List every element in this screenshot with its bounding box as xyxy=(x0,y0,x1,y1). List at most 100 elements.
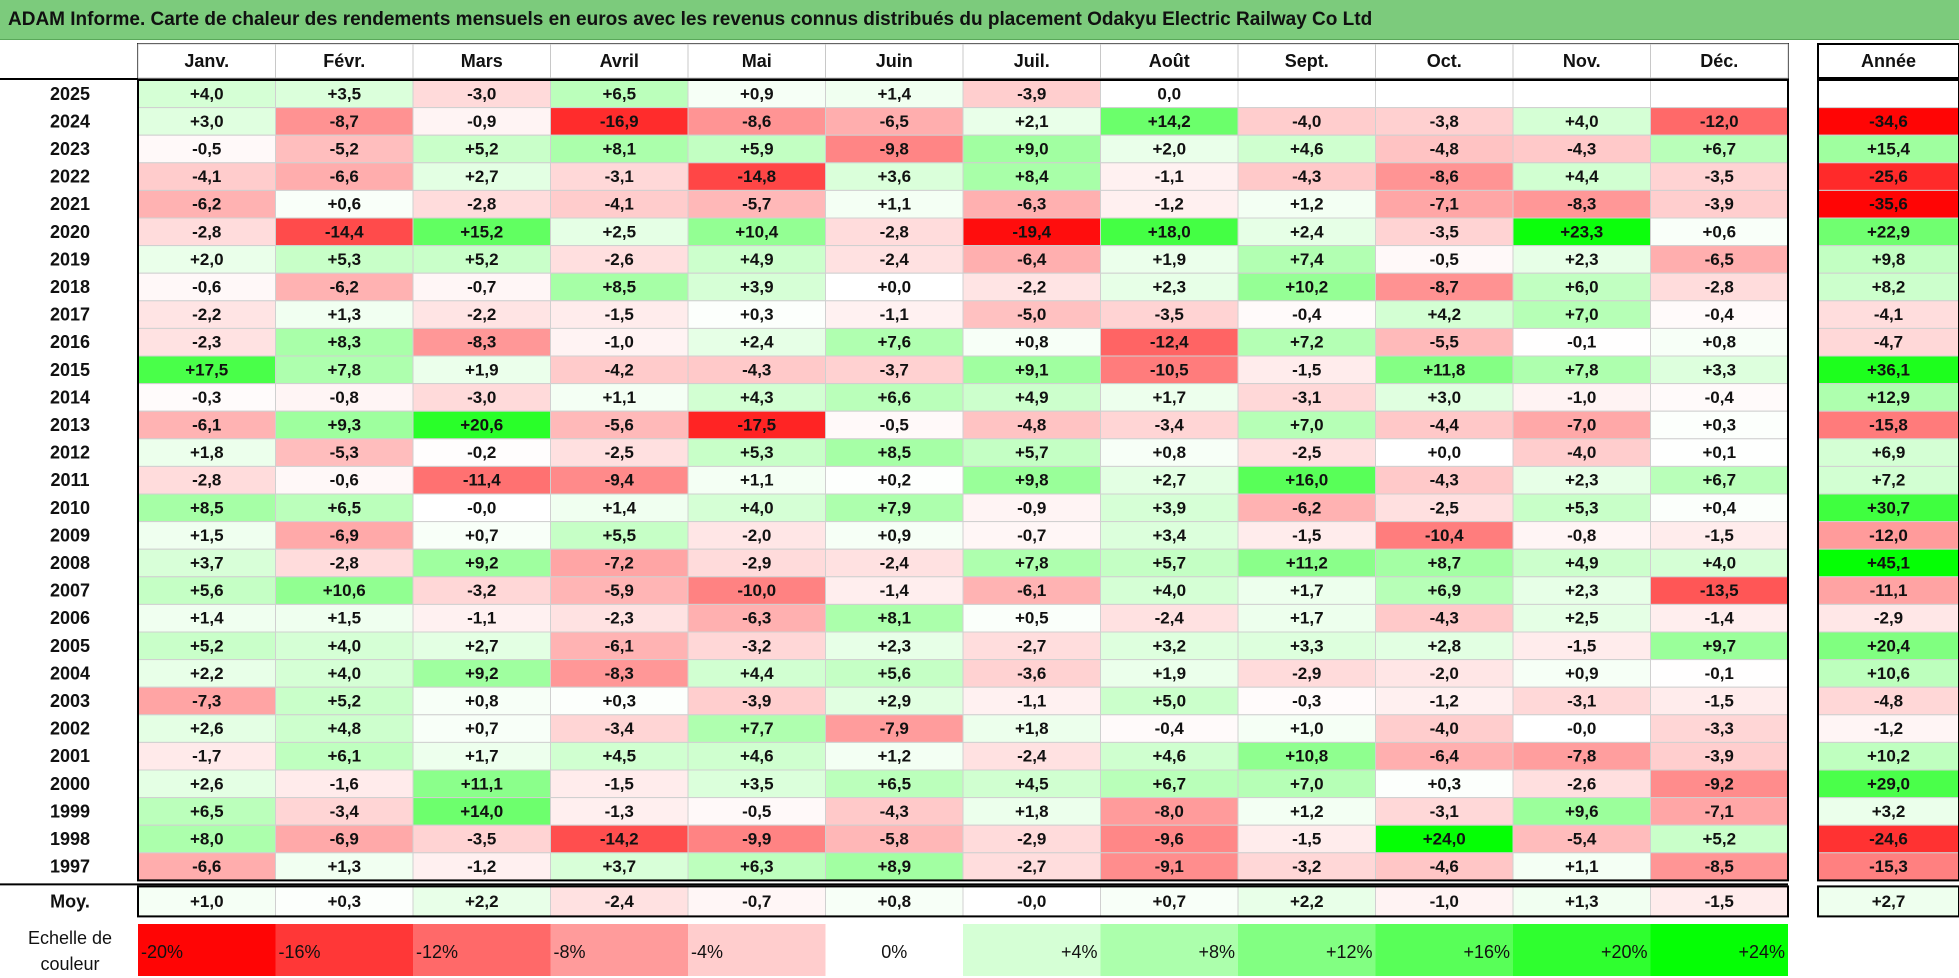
heatmap-cell xyxy=(1237,548,1376,578)
average-cell xyxy=(1512,885,1651,917)
average-label: Moy. xyxy=(50,891,90,911)
cell-value: +8,0 xyxy=(190,830,224,849)
heatmap-cell xyxy=(137,327,276,357)
heatmap-cell xyxy=(687,714,826,743)
cell-value: +3,9 xyxy=(1152,498,1186,517)
heatmap-cell xyxy=(275,659,414,688)
heatmap-cell xyxy=(1237,327,1376,357)
heatmap-cell xyxy=(1100,603,1239,633)
cell-value: +2,3 xyxy=(1565,581,1599,600)
cell-value: +4,6 xyxy=(740,747,774,766)
cell-value: +11,2 xyxy=(1286,554,1328,573)
month-header-6: Juin xyxy=(876,51,913,71)
cell-value: -19,4 xyxy=(1012,222,1051,241)
average-value: +2,2 xyxy=(1290,892,1324,911)
cell-value: +3,3 xyxy=(1702,360,1736,379)
cell-value: -2,8 xyxy=(880,222,909,241)
cell-value: +1,3 xyxy=(327,305,361,324)
cell-value: +6,0 xyxy=(1565,278,1599,297)
cell-value: -2,9 xyxy=(1292,664,1321,683)
heatmap-cell xyxy=(550,134,689,164)
cell-value: +6,5 xyxy=(327,498,361,517)
average-value: -0,7 xyxy=(742,892,771,911)
heatmap-cell xyxy=(1100,327,1239,357)
year-label: 2003 xyxy=(50,691,90,711)
month-header-9: Sept. xyxy=(1285,51,1329,71)
heatmap-cell xyxy=(1650,659,1789,688)
cell-value: -12,0 xyxy=(1700,112,1739,131)
cell-value: +10,4 xyxy=(735,222,779,241)
cell-value: -8,3 xyxy=(605,664,634,683)
annual-value: +22,9 xyxy=(1867,222,1910,241)
cell-value: -13,5 xyxy=(1700,581,1739,600)
cell-value: +2,5 xyxy=(1565,609,1599,628)
cell-value: -3,1 xyxy=(1430,802,1459,821)
year-label: 1998 xyxy=(50,829,90,849)
annual-value: -15,8 xyxy=(1869,416,1908,435)
heatmap-cell xyxy=(687,824,826,854)
cell-value: -6,1 xyxy=(605,636,634,655)
heatmap-cell xyxy=(275,410,414,440)
year-label: 2000 xyxy=(50,774,90,794)
cell-value: -4,3 xyxy=(1567,140,1596,159)
cell-value: +2,0 xyxy=(190,250,224,269)
year-label: 2009 xyxy=(50,525,90,545)
average-value: +0,8 xyxy=(877,892,911,911)
cell-value: -1,2 xyxy=(467,857,496,876)
heatmap-cell xyxy=(137,659,276,688)
cell-value: -7,2 xyxy=(605,554,634,573)
cell-value: +9,6 xyxy=(1565,802,1599,821)
heatmap-cell xyxy=(550,245,689,274)
cell-value: -5,5 xyxy=(1430,333,1459,352)
cell-value: -7,8 xyxy=(1567,747,1596,766)
year-label: 2010 xyxy=(50,498,90,518)
cell-value: -1,7 xyxy=(192,747,221,766)
heatmap-cell xyxy=(962,410,1101,440)
heatmap-cell xyxy=(1100,521,1239,550)
cell-value: -3,0 xyxy=(467,388,496,407)
average-value: -2,4 xyxy=(605,892,635,911)
cell-value: +2,0 xyxy=(1152,140,1186,159)
heatmap-cell xyxy=(1512,686,1651,716)
heatmap-cell xyxy=(1237,410,1376,440)
heatmap-cell xyxy=(825,493,964,523)
heatmap-cell xyxy=(687,797,826,826)
month-header-4: Avril xyxy=(600,51,639,71)
heatmap-cell xyxy=(412,797,551,826)
heatmap-cell xyxy=(962,603,1101,633)
annual-value: +36,1 xyxy=(1867,360,1910,379)
cell-value: -4,0 xyxy=(1292,112,1321,131)
cell-value: +5,2 xyxy=(465,250,499,269)
heatmap-cell xyxy=(1237,79,1376,109)
cell-value: -17,5 xyxy=(737,416,776,435)
heatmap-cell xyxy=(1512,107,1651,136)
scale-label: -16% xyxy=(279,942,321,962)
year-label: 2006 xyxy=(50,608,90,628)
heatmap-cell xyxy=(412,714,551,743)
heatmap-cell xyxy=(412,79,551,109)
heatmap-cell xyxy=(1100,741,1239,771)
month-header-cell xyxy=(1375,43,1514,79)
heatmap-cell xyxy=(962,741,1101,771)
heatmap-cell xyxy=(550,79,689,109)
month-header-3: Mars xyxy=(461,51,503,71)
cell-value: +0,5 xyxy=(1015,609,1049,628)
heatmap-cell xyxy=(1237,272,1376,302)
heatmap-cell xyxy=(1237,714,1376,743)
cell-value: +9,2 xyxy=(465,664,499,683)
cell-value: -3,9 xyxy=(1017,84,1046,103)
cell-value: -0,4 xyxy=(1705,305,1735,324)
annual-value: +6,9 xyxy=(1872,443,1906,462)
heatmap-cell xyxy=(1650,383,1789,412)
cell-value: -4,4 xyxy=(1430,416,1460,435)
cell-value: +0,0 xyxy=(1427,443,1461,462)
heatmap-cell xyxy=(825,852,964,881)
month-header-10: Oct. xyxy=(1427,51,1462,71)
cell-value: +15,2 xyxy=(460,222,503,241)
cell-value: +6,1 xyxy=(327,747,361,766)
average-value: +2,2 xyxy=(465,892,499,911)
heatmap-cell xyxy=(550,189,689,219)
cell-value: +9,2 xyxy=(465,554,499,573)
cell-value: -3,1 xyxy=(605,167,634,186)
heatmap-cell xyxy=(687,383,826,412)
